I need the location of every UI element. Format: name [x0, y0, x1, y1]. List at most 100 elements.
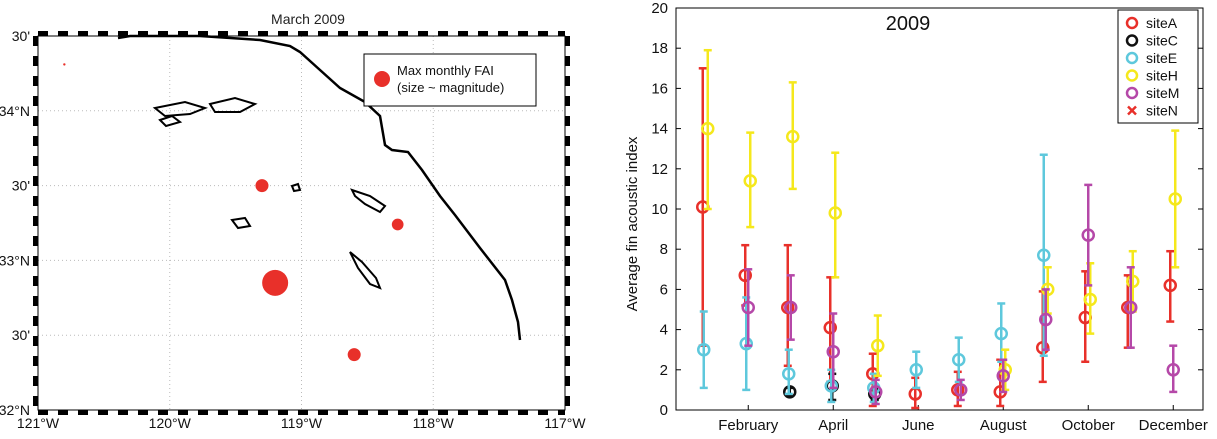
errorbar-legend-marker: [1125, 34, 1139, 47]
map-frame-segment: [33, 296, 38, 306]
map-frame-segment: [518, 410, 528, 415]
map-frame-segment: [565, 256, 570, 266]
map-ytick-label: 30': [12, 28, 30, 44]
map-point: [255, 179, 269, 193]
map-frame-segment: [458, 410, 468, 415]
map-frame-segment: [58, 31, 68, 36]
map-frame-segment: [398, 410, 408, 415]
errorbar-legend-marker: [1125, 69, 1139, 82]
map-frame: [33, 31, 570, 415]
errorbar-point: [784, 300, 798, 315]
errorbar-point: [743, 174, 757, 188]
map-frame-segment: [565, 356, 570, 366]
errorbar-legend-marker: [1125, 51, 1139, 65]
map-frame-segment: [565, 276, 570, 286]
map-frame-segment: [565, 76, 570, 86]
map-frame-segment: [478, 31, 488, 36]
map-point: [262, 269, 289, 296]
map-frame-segment: [565, 396, 570, 406]
map-ticks: 121°W 120°W 119°W 118°W 117°W 32°N 30' 33°N 30' 3…: [0, 28, 586, 431]
errorbar-point: [824, 379, 838, 393]
map-ytick-label: 32°N: [0, 402, 30, 418]
map-frame-segment: [378, 410, 388, 415]
channel-island: [349, 251, 382, 290]
channel-island: [208, 96, 258, 113]
map-coastline: [117, 34, 522, 341]
map-frame-segment: [278, 31, 288, 36]
map-frame-segment: [138, 31, 148, 36]
map-frame-segment: [38, 410, 48, 415]
map-frame-segment: [518, 31, 528, 36]
errorbar-point: [1081, 228, 1095, 242]
map-frame-segment: [98, 410, 108, 415]
errorbar-xtick-label: August: [980, 417, 1028, 434]
errorbar-xtick-label: April: [818, 417, 848, 434]
map-frame-segment: [565, 56, 570, 66]
map-frame-segment: [33, 156, 38, 166]
series-siteH: [701, 48, 1182, 392]
series-siteM: [741, 183, 1180, 406]
errorbar-legend-label: siteH: [1146, 68, 1178, 84]
errorbar-point: [1039, 312, 1053, 327]
errorbar-point: [741, 300, 755, 315]
map-frame-segment: [178, 410, 188, 415]
map-frame-segment: [138, 410, 148, 415]
errorbar-ytick-label: 4: [660, 322, 668, 339]
errorbar-point: [701, 121, 715, 136]
map-frame-segment: [78, 31, 88, 36]
errorbar-point: [1166, 363, 1180, 377]
map-frame-segment: [398, 31, 408, 36]
map-frame-segment: [38, 31, 48, 36]
errorbar-legend-label: siteN: [1146, 103, 1178, 119]
map-frame-segment: [338, 410, 348, 415]
errorbar-legend-label: siteM: [1146, 85, 1179, 101]
map-frame-segment: [565, 156, 570, 166]
errorbar-point: [1037, 248, 1051, 262]
map-frame-segment: [218, 410, 228, 415]
channel-island: [152, 100, 209, 118]
map-frame-segment: [538, 31, 548, 36]
map-frame-segment: [418, 31, 428, 36]
channel-island: [350, 188, 387, 214]
map-xtick-label: 119°W: [281, 415, 323, 431]
map-points: [63, 63, 404, 362]
map-frame-segment: [298, 410, 308, 415]
map-frame-segment: [498, 410, 508, 415]
map-point: [63, 63, 66, 66]
errorbar-ytick-label: 14: [651, 121, 668, 138]
channel-island: [230, 216, 252, 230]
map-frame-segment: [458, 31, 468, 36]
map-frame-segment: [158, 31, 168, 36]
errorbar-point: [697, 342, 711, 357]
map-frame-segment: [565, 116, 570, 126]
map-legend-box: [363, 53, 537, 107]
map-frame-segment: [198, 410, 208, 415]
map-frame-segment: [565, 296, 570, 306]
errorbar-xtick-label: December: [1139, 417, 1208, 434]
map-frame-segment: [565, 336, 570, 346]
errorbar-ylabel: Average fin acoustic index: [624, 136, 641, 311]
errorbar-legend-label: siteC: [1146, 33, 1178, 49]
map-frame-segment: [238, 410, 248, 415]
errorbar-ytick-label: 6: [660, 281, 668, 298]
map-xtick-label: 121°W: [17, 415, 60, 431]
map-frame-segment: [258, 31, 268, 36]
channel-island: [290, 182, 302, 193]
errorbar-point: [1126, 274, 1140, 289]
errorbar-legend-label: siteA: [1146, 15, 1178, 31]
errorbar-point: [823, 320, 837, 335]
map-frame-segment: [418, 410, 428, 415]
errorbar-point: [869, 385, 883, 399]
map-frame-segment: [565, 236, 570, 246]
map-frame-segment: [565, 96, 570, 106]
map-frame-segment: [478, 410, 488, 415]
map-frame-segment: [98, 31, 108, 36]
map-frame-segment: [178, 31, 188, 36]
errorbar-point: [952, 353, 966, 367]
series-siteE: [697, 153, 1051, 404]
map-frame-segment: [33, 36, 38, 46]
map-frame-segment: [565, 316, 570, 326]
errorbar-chart: Average fin acoustic index 2009 0 2 4 6 8 10 1…: [624, 0, 1208, 434]
map-frame-segment: [33, 96, 38, 106]
